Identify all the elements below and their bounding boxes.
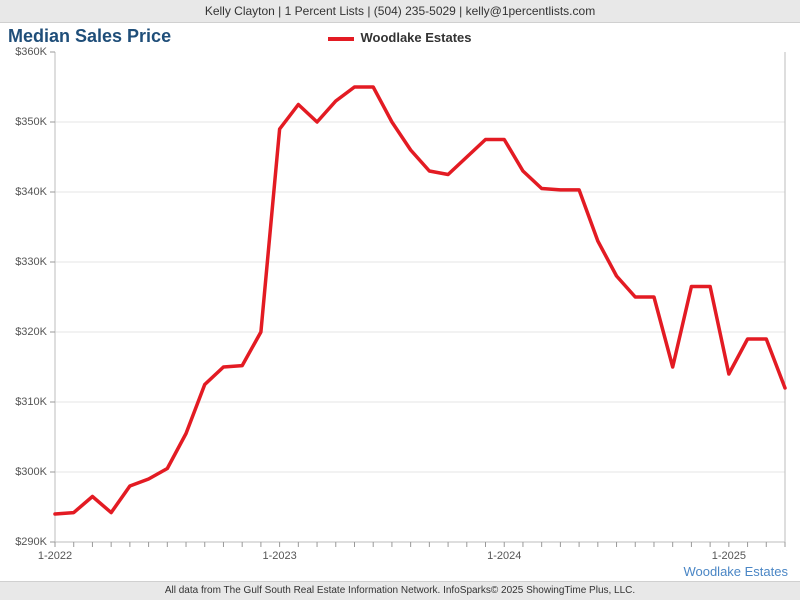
plot-area bbox=[55, 52, 785, 542]
y-axis-label: $340K bbox=[7, 186, 47, 198]
header-bar: Kelly Clayton | 1 Percent Lists | (504) … bbox=[0, 0, 800, 23]
series-corner-label: Woodlake Estates bbox=[683, 564, 788, 579]
legend-label: Woodlake Estates bbox=[360, 30, 471, 45]
footer-bar: All data from The Gulf South Real Estate… bbox=[0, 581, 800, 600]
chart-svg bbox=[55, 52, 785, 542]
x-axis-label: 1-2022 bbox=[38, 550, 72, 562]
legend-swatch bbox=[328, 37, 354, 41]
y-axis-label: $310K bbox=[7, 396, 47, 408]
header-text: Kelly Clayton | 1 Percent Lists | (504) … bbox=[205, 4, 595, 18]
y-axis-label: $350K bbox=[7, 116, 47, 128]
y-axis-label: $360K bbox=[7, 46, 47, 58]
y-axis-label: $330K bbox=[7, 256, 47, 268]
x-axis-label: 1-2023 bbox=[262, 550, 296, 562]
x-axis-label: 1-2024 bbox=[487, 550, 521, 562]
footer-text: All data from The Gulf South Real Estate… bbox=[165, 585, 635, 596]
y-axis-label: $300K bbox=[7, 466, 47, 478]
y-axis-label: $320K bbox=[7, 326, 47, 338]
legend: Woodlake Estates bbox=[0, 30, 800, 45]
x-axis-label: 1-2025 bbox=[712, 550, 746, 562]
data-line bbox=[55, 87, 785, 514]
y-axis-label: $290K bbox=[7, 536, 47, 548]
